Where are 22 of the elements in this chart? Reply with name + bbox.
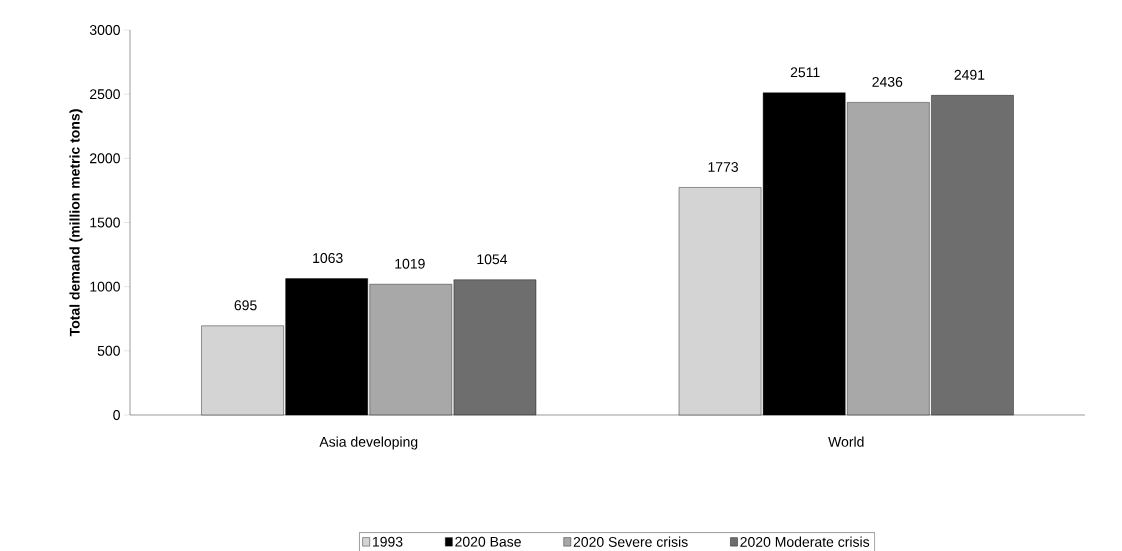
y-tick-label: 500 — [97, 345, 120, 356]
data-label: 1019 — [395, 258, 425, 269]
y-tick-label: 3000 — [89, 25, 120, 35]
y-tick-label: 0 — [113, 410, 120, 420]
legend-label: 2020 Moderate crisis — [740, 536, 870, 547]
y-tick-label: 2500 — [90, 89, 120, 100]
data-label: 1063 — [313, 253, 343, 264]
x-tick-label: Asia developing — [319, 436, 418, 450]
legend-label: 1993 — [373, 536, 403, 547]
legend-label: 2020 Base — [455, 536, 521, 547]
y-axis-title: Total demand (million metric tons) — [69, 109, 83, 337]
data-label: 2491 — [954, 69, 985, 80]
data-label: 1054 — [477, 254, 508, 265]
y-tick-label: 1500 — [90, 217, 120, 228]
x-tick-label: World — [828, 436, 864, 447]
data-label: 1773 — [708, 162, 738, 172]
data-label: 2511 — [790, 67, 820, 78]
y-tick-label: 2000 — [90, 153, 120, 164]
data-label: 2436 — [872, 76, 903, 87]
data-label: 695 — [234, 300, 257, 311]
legend-label: 2020 Severe crisis — [573, 536, 688, 547]
y-tick-label: 1000 — [90, 281, 120, 292]
